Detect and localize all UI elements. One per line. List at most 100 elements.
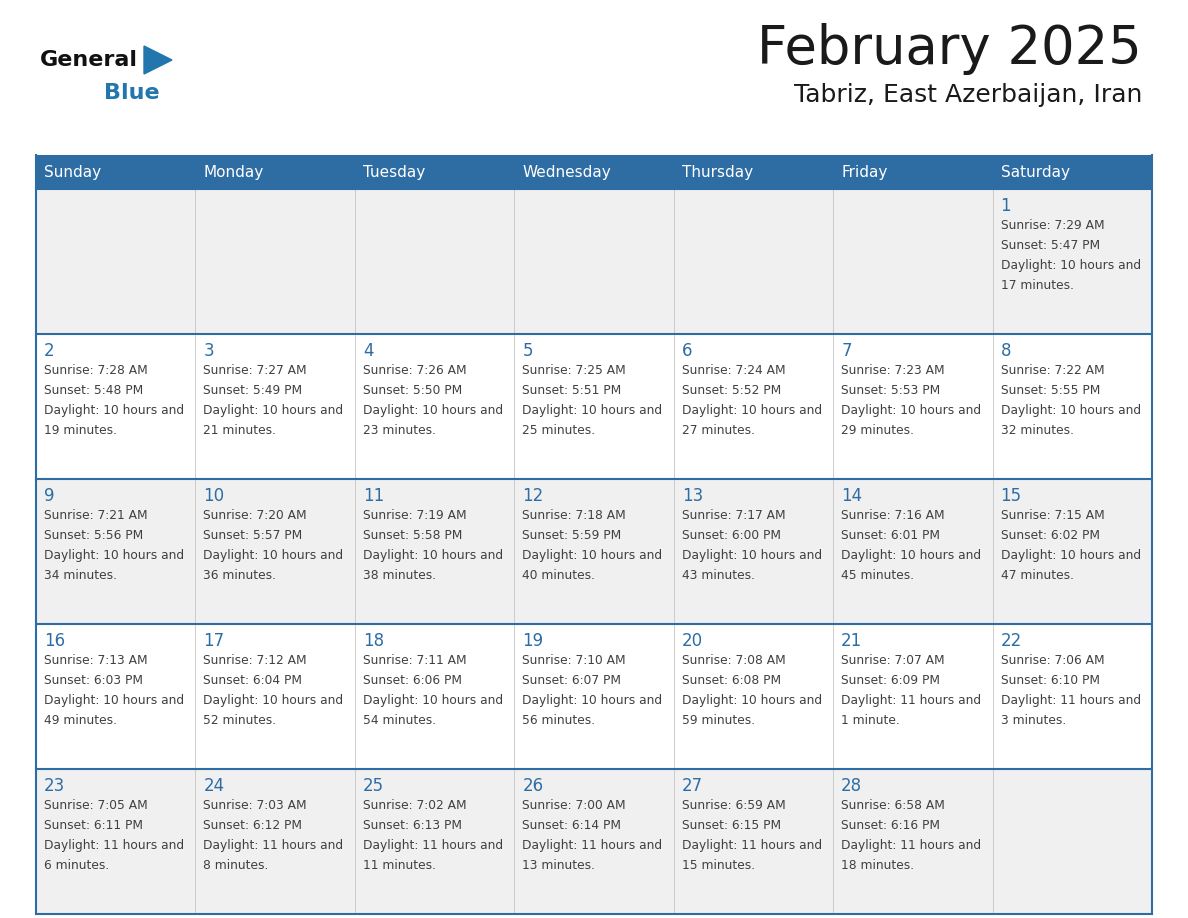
Text: Sunset: 6:14 PM: Sunset: 6:14 PM: [523, 819, 621, 832]
Text: 49 minutes.: 49 minutes.: [44, 714, 116, 727]
Text: 21 minutes.: 21 minutes.: [203, 424, 277, 437]
Text: Daylight: 10 hours and: Daylight: 10 hours and: [44, 549, 184, 562]
Text: 18 minutes.: 18 minutes.: [841, 859, 915, 872]
Text: 27: 27: [682, 777, 703, 795]
Text: Daylight: 10 hours and: Daylight: 10 hours and: [682, 404, 822, 417]
Text: Sunrise: 7:02 AM: Sunrise: 7:02 AM: [362, 799, 467, 812]
Text: Daylight: 10 hours and: Daylight: 10 hours and: [841, 549, 981, 562]
Text: Sunset: 6:08 PM: Sunset: 6:08 PM: [682, 674, 781, 687]
Text: 23: 23: [44, 777, 65, 795]
Text: 16: 16: [44, 632, 65, 650]
Text: Sunrise: 7:18 AM: Sunrise: 7:18 AM: [523, 509, 626, 522]
Text: Daylight: 10 hours and: Daylight: 10 hours and: [203, 694, 343, 707]
Text: 28: 28: [841, 777, 862, 795]
Text: Daylight: 10 hours and: Daylight: 10 hours and: [44, 694, 184, 707]
Text: Sunrise: 7:11 AM: Sunrise: 7:11 AM: [362, 654, 467, 667]
Text: Daylight: 10 hours and: Daylight: 10 hours and: [682, 549, 822, 562]
Text: Sunset: 5:52 PM: Sunset: 5:52 PM: [682, 384, 781, 397]
Bar: [36, 155, 1152, 189]
Text: Sunrise: 6:58 AM: Sunrise: 6:58 AM: [841, 799, 944, 812]
Text: February 2025: February 2025: [757, 23, 1142, 75]
Text: Sunrise: 7:28 AM: Sunrise: 7:28 AM: [44, 364, 147, 377]
Text: Daylight: 11 hours and: Daylight: 11 hours and: [1000, 694, 1140, 707]
Text: Daylight: 11 hours and: Daylight: 11 hours and: [841, 694, 981, 707]
Text: 23 minutes.: 23 minutes.: [362, 424, 436, 437]
Text: 24: 24: [203, 777, 225, 795]
Text: 34 minutes.: 34 minutes.: [44, 569, 116, 582]
Text: Sunrise: 7:15 AM: Sunrise: 7:15 AM: [1000, 509, 1105, 522]
Text: Saturday: Saturday: [1000, 164, 1069, 180]
Text: 17 minutes.: 17 minutes.: [1000, 279, 1074, 292]
Text: Sunrise: 7:27 AM: Sunrise: 7:27 AM: [203, 364, 307, 377]
Text: Daylight: 11 hours and: Daylight: 11 hours and: [203, 839, 343, 852]
Text: Sunrise: 7:03 AM: Sunrise: 7:03 AM: [203, 799, 307, 812]
Text: Daylight: 11 hours and: Daylight: 11 hours and: [523, 839, 663, 852]
Text: 27 minutes.: 27 minutes.: [682, 424, 754, 437]
Text: Sunset: 5:50 PM: Sunset: 5:50 PM: [362, 384, 462, 397]
Text: 43 minutes.: 43 minutes.: [682, 569, 754, 582]
Text: Sunrise: 7:07 AM: Sunrise: 7:07 AM: [841, 654, 944, 667]
Text: Sunrise: 7:16 AM: Sunrise: 7:16 AM: [841, 509, 944, 522]
Text: 32 minutes.: 32 minutes.: [1000, 424, 1074, 437]
Text: 6 minutes.: 6 minutes.: [44, 859, 109, 872]
Text: Sunrise: 7:29 AM: Sunrise: 7:29 AM: [1000, 219, 1104, 232]
Text: Daylight: 10 hours and: Daylight: 10 hours and: [523, 694, 663, 707]
Text: Sunrise: 7:19 AM: Sunrise: 7:19 AM: [362, 509, 467, 522]
Text: 13: 13: [682, 487, 703, 505]
Text: 8: 8: [1000, 342, 1011, 360]
Text: Daylight: 11 hours and: Daylight: 11 hours and: [362, 839, 503, 852]
Text: Sunrise: 7:25 AM: Sunrise: 7:25 AM: [523, 364, 626, 377]
Text: 52 minutes.: 52 minutes.: [203, 714, 277, 727]
Text: 25 minutes.: 25 minutes.: [523, 424, 595, 437]
Text: 21: 21: [841, 632, 862, 650]
Bar: [36, 624, 1152, 769]
Text: 19: 19: [523, 632, 543, 650]
Text: Tabriz, East Azerbaijan, Iran: Tabriz, East Azerbaijan, Iran: [794, 83, 1142, 107]
Text: 22: 22: [1000, 632, 1022, 650]
Text: Sunset: 6:03 PM: Sunset: 6:03 PM: [44, 674, 143, 687]
Text: 47 minutes.: 47 minutes.: [1000, 569, 1074, 582]
Text: Sunset: 6:13 PM: Sunset: 6:13 PM: [362, 819, 462, 832]
Text: Sunrise: 7:20 AM: Sunrise: 7:20 AM: [203, 509, 307, 522]
Text: Tuesday: Tuesday: [362, 164, 425, 180]
Text: 26: 26: [523, 777, 543, 795]
Text: Daylight: 10 hours and: Daylight: 10 hours and: [1000, 259, 1140, 272]
Text: Sunset: 6:01 PM: Sunset: 6:01 PM: [841, 529, 940, 542]
Text: 4: 4: [362, 342, 373, 360]
Text: Sunset: 5:51 PM: Sunset: 5:51 PM: [523, 384, 621, 397]
Text: 8 minutes.: 8 minutes.: [203, 859, 268, 872]
Text: 38 minutes.: 38 minutes.: [362, 569, 436, 582]
Text: 18: 18: [362, 632, 384, 650]
Text: 36 minutes.: 36 minutes.: [203, 569, 277, 582]
Text: Sunrise: 7:22 AM: Sunrise: 7:22 AM: [1000, 364, 1104, 377]
Text: Sunset: 6:15 PM: Sunset: 6:15 PM: [682, 819, 781, 832]
Text: Sunrise: 7:10 AM: Sunrise: 7:10 AM: [523, 654, 626, 667]
Text: 5: 5: [523, 342, 532, 360]
Text: Daylight: 10 hours and: Daylight: 10 hours and: [841, 404, 981, 417]
Text: General: General: [40, 50, 138, 70]
Text: Daylight: 10 hours and: Daylight: 10 hours and: [1000, 549, 1140, 562]
Text: 2: 2: [44, 342, 55, 360]
Text: Daylight: 11 hours and: Daylight: 11 hours and: [841, 839, 981, 852]
Text: 20: 20: [682, 632, 703, 650]
Text: Daylight: 10 hours and: Daylight: 10 hours and: [523, 404, 663, 417]
Text: Sunset: 5:47 PM: Sunset: 5:47 PM: [1000, 239, 1100, 252]
Text: 19 minutes.: 19 minutes.: [44, 424, 116, 437]
Text: Sunset: 5:55 PM: Sunset: 5:55 PM: [1000, 384, 1100, 397]
Text: 17: 17: [203, 632, 225, 650]
Bar: [36, 479, 1152, 624]
Text: Sunset: 5:53 PM: Sunset: 5:53 PM: [841, 384, 941, 397]
Text: Daylight: 10 hours and: Daylight: 10 hours and: [203, 404, 343, 417]
Text: Sunrise: 7:21 AM: Sunrise: 7:21 AM: [44, 509, 147, 522]
Text: Sunrise: 7:23 AM: Sunrise: 7:23 AM: [841, 364, 944, 377]
Text: 3: 3: [203, 342, 214, 360]
Text: Sunset: 6:11 PM: Sunset: 6:11 PM: [44, 819, 143, 832]
Text: Sunrise: 7:05 AM: Sunrise: 7:05 AM: [44, 799, 147, 812]
Text: Sunset: 6:07 PM: Sunset: 6:07 PM: [523, 674, 621, 687]
Text: 59 minutes.: 59 minutes.: [682, 714, 754, 727]
Bar: [36, 769, 1152, 914]
Polygon shape: [144, 46, 172, 74]
Text: Daylight: 10 hours and: Daylight: 10 hours and: [362, 549, 503, 562]
Text: Thursday: Thursday: [682, 164, 753, 180]
Text: 45 minutes.: 45 minutes.: [841, 569, 915, 582]
